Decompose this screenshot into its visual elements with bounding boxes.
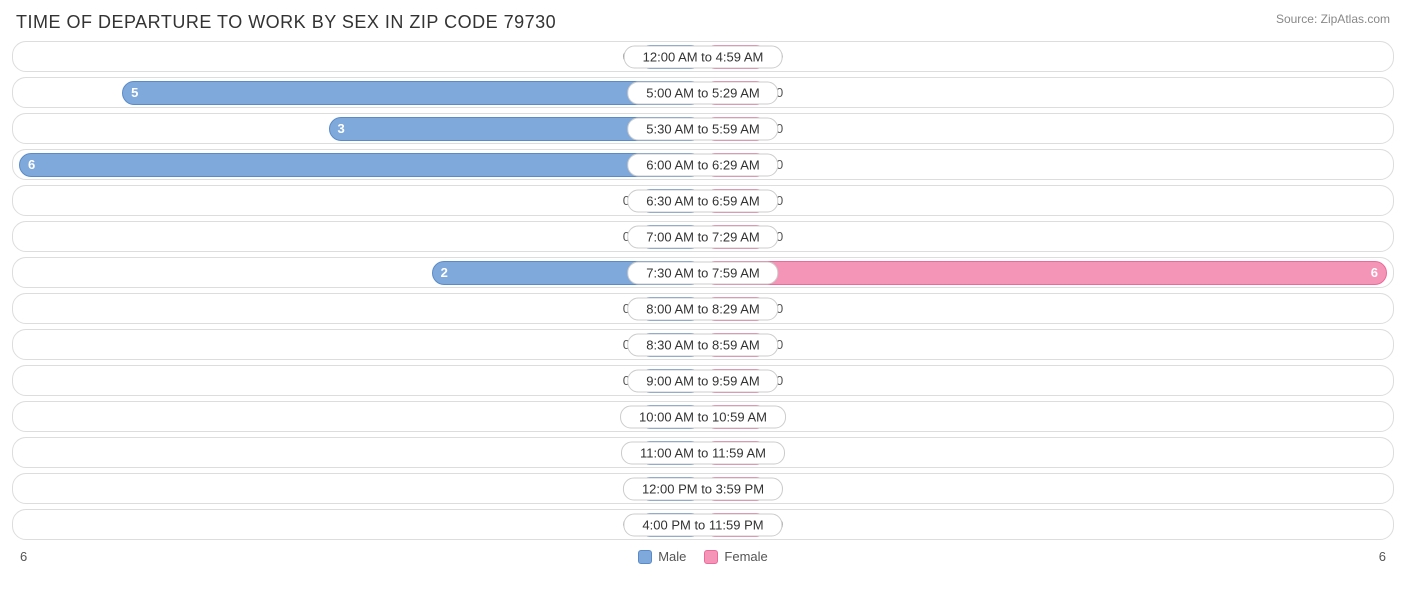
- male-value: 6: [20, 157, 43, 172]
- row-label: 5:00 AM to 5:29 AM: [627, 81, 778, 104]
- female-half: 0: [703, 330, 1393, 359]
- male-half: 3: [13, 114, 703, 143]
- female-half: 0: [703, 510, 1393, 539]
- diverging-bar-chart: 0012:00 AM to 4:59 AM505:00 AM to 5:29 A…: [8, 41, 1398, 540]
- male-half: 0: [13, 366, 703, 395]
- chart-row: 006:30 AM to 6:59 AM: [12, 185, 1394, 216]
- swatch-female: [704, 550, 718, 564]
- female-bar: 6: [703, 261, 1387, 285]
- chart-header: TIME OF DEPARTURE TO WORK BY SEX IN ZIP …: [8, 8, 1398, 41]
- chart-row: 0011:00 AM to 11:59 AM: [12, 437, 1394, 468]
- male-half: 0: [13, 42, 703, 71]
- male-half: 0: [13, 438, 703, 467]
- male-half: 6: [13, 150, 703, 179]
- male-half: 0: [13, 330, 703, 359]
- female-half: 0: [703, 402, 1393, 431]
- female-half: 0: [703, 78, 1393, 107]
- legend-item-male: Male: [638, 549, 686, 564]
- source-name: ZipAtlas.com: [1321, 12, 1390, 26]
- male-value: 3: [330, 121, 353, 136]
- row-label: 9:00 AM to 9:59 AM: [627, 369, 778, 392]
- row-label: 11:00 AM to 11:59 AM: [621, 441, 785, 464]
- chart-row: 009:00 AM to 9:59 AM: [12, 365, 1394, 396]
- chart-row: 3 05:30 AM to 5:59 AM: [12, 113, 1394, 144]
- row-label: 8:30 AM to 8:59 AM: [627, 333, 778, 356]
- male-half: 0: [13, 474, 703, 503]
- female-half: 0: [703, 438, 1393, 467]
- female-half: 0: [703, 222, 1393, 251]
- chart-footer: 6 Male Female 6: [8, 545, 1398, 568]
- row-label: 8:00 AM to 8:29 AM: [627, 297, 778, 320]
- chart-row: 6 06:00 AM to 6:29 AM: [12, 149, 1394, 180]
- chart-row: 0012:00 AM to 4:59 AM: [12, 41, 1394, 72]
- row-label: 5:30 AM to 5:59 AM: [627, 117, 778, 140]
- legend-item-female: Female: [704, 549, 767, 564]
- row-label: 12:00 AM to 4:59 AM: [624, 45, 783, 68]
- chart-row: 007:00 AM to 7:29 AM: [12, 221, 1394, 252]
- axis-max-right: 6: [1379, 549, 1386, 564]
- chart-row: 0012:00 PM to 3:59 PM: [12, 473, 1394, 504]
- male-bar: 6: [19, 153, 703, 177]
- female-half: 0: [703, 150, 1393, 179]
- chart-row: 008:00 AM to 8:29 AM: [12, 293, 1394, 324]
- chart-row: 5 05:00 AM to 5:29 AM: [12, 77, 1394, 108]
- male-bar: 5: [122, 81, 703, 105]
- male-half: 0: [13, 402, 703, 431]
- male-half: 0: [13, 510, 703, 539]
- row-label: 7:30 AM to 7:59 AM: [627, 261, 778, 284]
- female-half: 0: [703, 294, 1393, 323]
- source-label: Source:: [1276, 12, 1317, 26]
- chart-row: 0010:00 AM to 10:59 AM: [12, 401, 1394, 432]
- legend-label-female: Female: [724, 549, 767, 564]
- row-label: 10:00 AM to 10:59 AM: [620, 405, 786, 428]
- axis-max-left: 6: [20, 549, 27, 564]
- legend-label-male: Male: [658, 549, 686, 564]
- male-value: 2: [433, 265, 456, 280]
- chart-title: TIME OF DEPARTURE TO WORK BY SEX IN ZIP …: [16, 12, 556, 33]
- female-half: 0: [703, 366, 1393, 395]
- female-half: 0: [703, 42, 1393, 71]
- row-label: 12:00 PM to 3:59 PM: [623, 477, 783, 500]
- female-value: 6: [1363, 265, 1386, 280]
- female-half: 0: [703, 186, 1393, 215]
- chart-row: 2 6 7:30 AM to 7:59 AM: [12, 257, 1394, 288]
- female-half: 0: [703, 474, 1393, 503]
- male-half: 0: [13, 222, 703, 251]
- swatch-male: [638, 550, 652, 564]
- female-half: 0: [703, 114, 1393, 143]
- row-label: 4:00 PM to 11:59 PM: [623, 513, 782, 536]
- row-label: 6:30 AM to 6:59 AM: [627, 189, 778, 212]
- chart-row: 004:00 PM to 11:59 PM: [12, 509, 1394, 540]
- male-half: 0: [13, 186, 703, 215]
- male-half: 0: [13, 294, 703, 323]
- legend: Male Female: [27, 549, 1379, 564]
- chart-row: 008:30 AM to 8:59 AM: [12, 329, 1394, 360]
- female-half: 6: [703, 258, 1393, 287]
- male-half: 2: [13, 258, 703, 287]
- row-label: 6:00 AM to 6:29 AM: [627, 153, 778, 176]
- row-label: 7:00 AM to 7:29 AM: [627, 225, 778, 248]
- male-value: 5: [123, 85, 146, 100]
- male-half: 5: [13, 78, 703, 107]
- chart-source: Source: ZipAtlas.com: [1276, 12, 1390, 26]
